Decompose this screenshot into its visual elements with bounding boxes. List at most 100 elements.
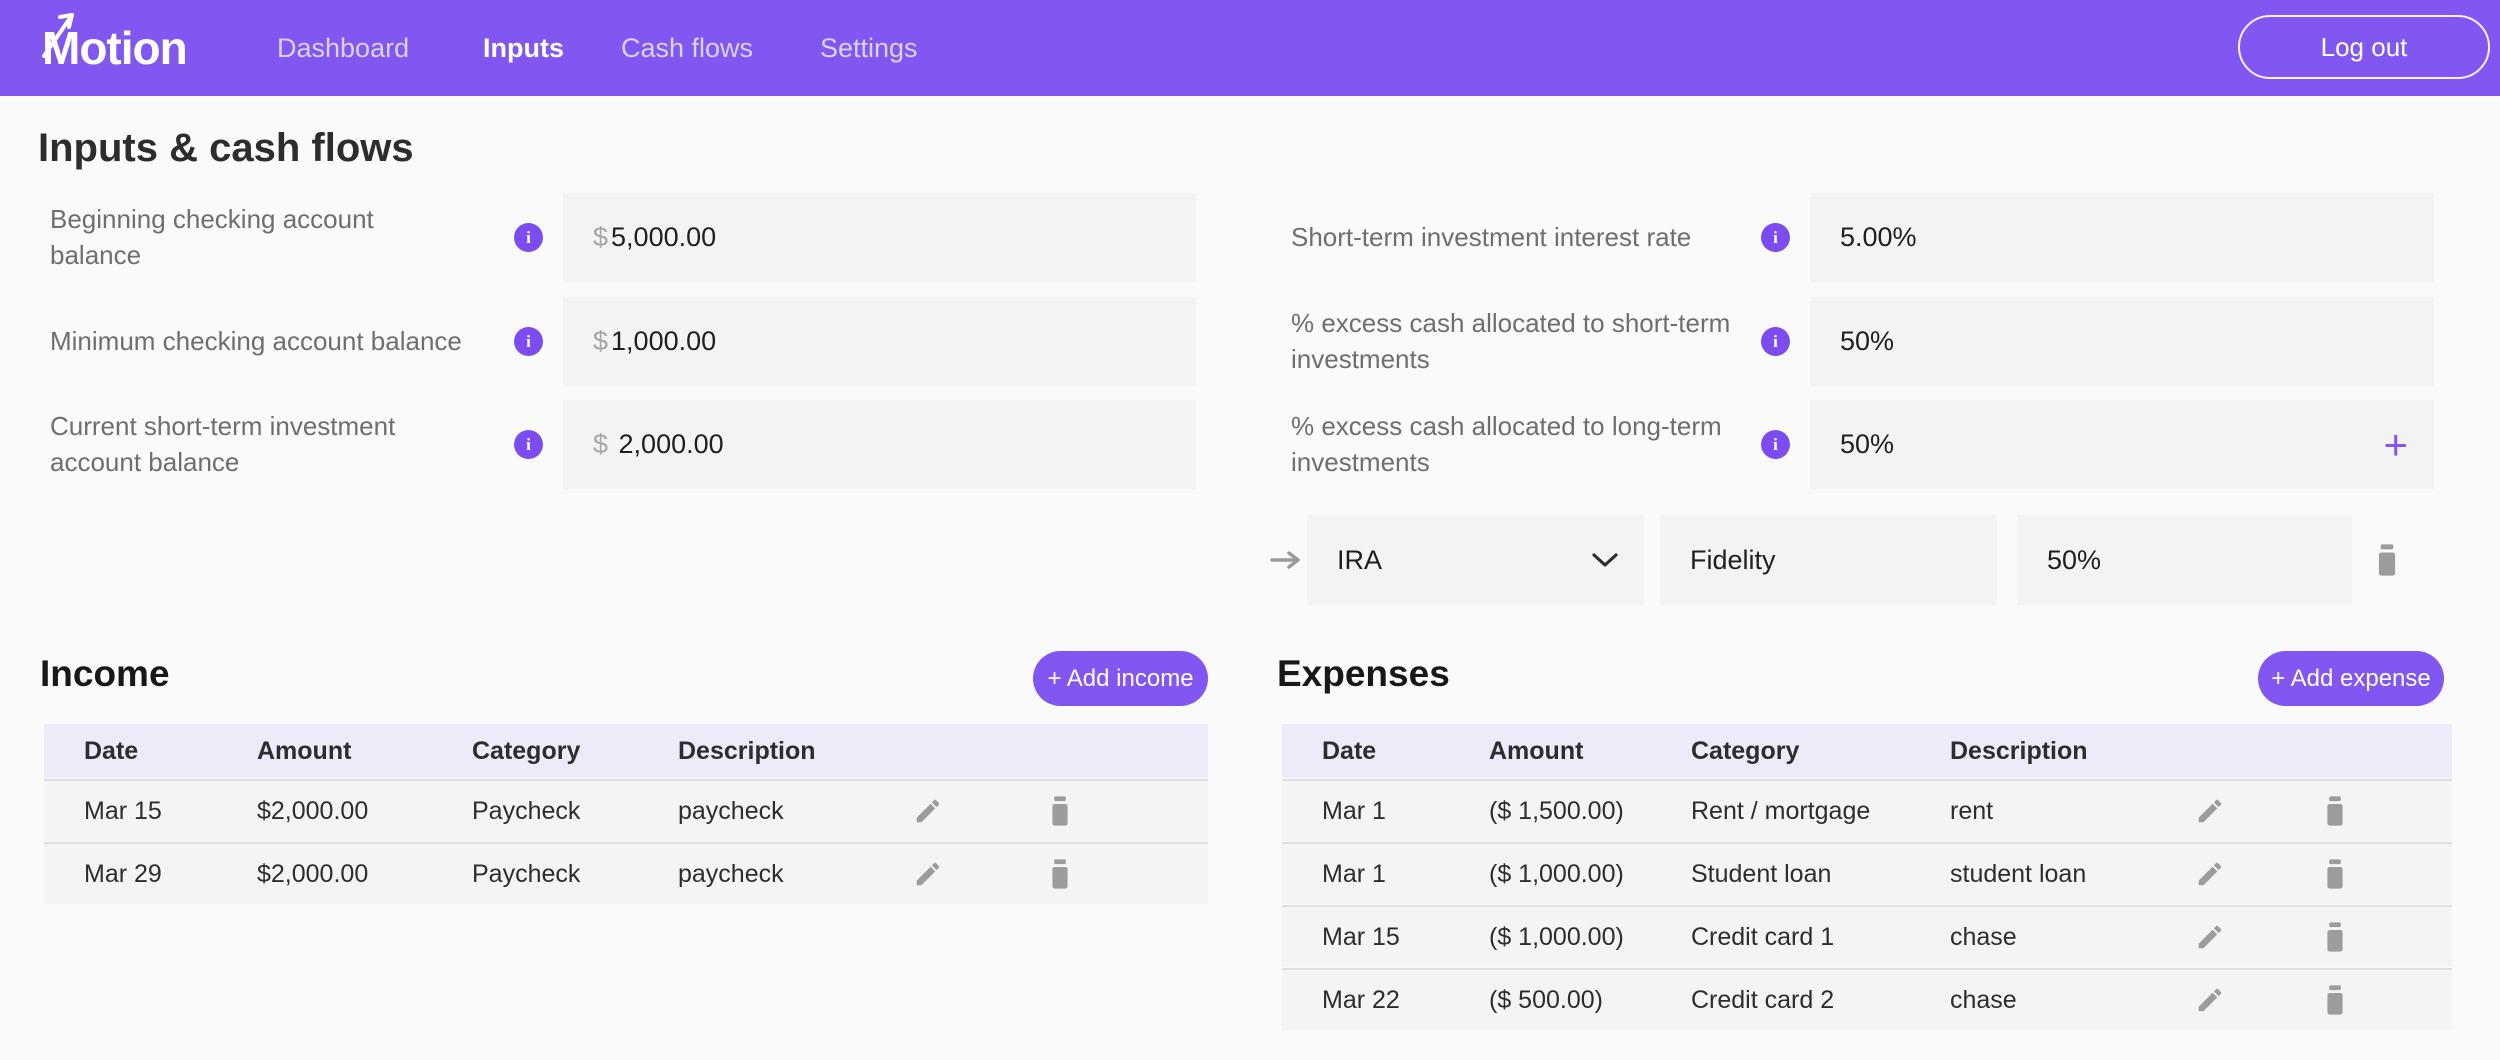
pencil-icon xyxy=(916,799,940,823)
cell-category: Paycheck xyxy=(472,796,581,825)
nav-settings[interactable]: Settings xyxy=(820,33,918,63)
cell-amount: $2,000.00 xyxy=(257,859,369,888)
pencil-icon xyxy=(2198,862,2222,886)
expense-row: Mar 1 ($ 1,500.00) Rent / mortgage rent xyxy=(1282,779,2452,841)
delete-income-button[interactable] xyxy=(988,795,1132,827)
delete-expense-button[interactable] xyxy=(2270,921,2400,953)
add-allocation-button[interactable]: + xyxy=(2383,420,2408,468)
label-short-term-interest-rate: Short-term investment interest rate xyxy=(1291,221,1692,252)
cell-category: Rent / mortgage xyxy=(1691,796,1871,825)
col-amount: Amount xyxy=(257,736,352,765)
excess-long-term-field[interactable]: 50% + xyxy=(1810,400,2434,489)
edit-expense-button[interactable] xyxy=(2150,796,2270,826)
delete-allocation-button[interactable] xyxy=(2372,515,2402,605)
cell-amount: ($ 1,500.00) xyxy=(1489,796,1624,825)
edit-income-button[interactable] xyxy=(868,859,988,889)
nav-inputs[interactable]: Inputs xyxy=(483,33,564,63)
currency-prefix: $ xyxy=(593,429,616,459)
excess-short-term-field[interactable]: 50% xyxy=(1810,297,2434,386)
field-value: 5.00% xyxy=(1840,222,1917,252)
expense-row: Mar 15 ($ 1,000.00) Credit card 1 chase xyxy=(1282,905,2452,967)
add-income-button[interactable]: + Add income xyxy=(1033,651,1208,706)
trash-icon xyxy=(2327,796,2343,826)
field-value: Fidelity xyxy=(1690,544,1776,575)
cell-date: Mar 15 xyxy=(1322,922,1400,951)
info-icon[interactable]: i xyxy=(514,223,543,252)
logo-text: Motion xyxy=(42,22,188,74)
edit-expense-button[interactable] xyxy=(2150,985,2270,1015)
trash-icon xyxy=(2327,922,2343,952)
pencil-icon xyxy=(2198,799,2222,823)
cell-description: chase xyxy=(1950,985,2017,1014)
cell-date: Mar 22 xyxy=(1322,985,1400,1014)
pencil-icon xyxy=(916,862,940,886)
expenses-section-title: Expenses xyxy=(1277,653,1450,694)
col-date: Date xyxy=(1322,736,1377,765)
edit-expense-button[interactable] xyxy=(2150,859,2270,889)
label-beginning-checking-balance: Beginning checking account balance xyxy=(50,204,374,270)
logout-button[interactable]: Log out xyxy=(2238,15,2490,79)
income-table: Date Amount Category Description Mar 15 … xyxy=(44,724,1208,904)
nav-dashboard[interactable]: Dashboard xyxy=(277,33,410,63)
label-excess-short-term: % excess cash allocated to short-term in… xyxy=(1291,308,1731,374)
logo[interactable]: Motion xyxy=(42,0,188,96)
income-table-header: Date Amount Category Description xyxy=(44,724,1208,778)
nav-cash-flows[interactable]: Cash flows xyxy=(621,33,754,63)
trash-icon xyxy=(2378,544,2396,576)
cell-description: chase xyxy=(1950,922,2017,951)
col-description: Description xyxy=(678,736,816,765)
delete-expense-button[interactable] xyxy=(2270,858,2400,890)
field-value: 2,000.00 xyxy=(618,429,724,459)
cell-date: Mar 1 xyxy=(1322,796,1386,825)
trash-icon xyxy=(1052,796,1068,826)
cell-description: student loan xyxy=(1950,859,2087,888)
pencil-icon xyxy=(2198,925,2222,949)
add-expense-button[interactable]: + Add expense xyxy=(2258,651,2444,706)
income-section-title: Income xyxy=(40,653,170,694)
trash-icon xyxy=(2327,859,2343,889)
app-header: Motion Dashboard Inputs Cash flows Setti… xyxy=(0,0,2500,96)
field-value: 50% xyxy=(1840,326,1895,356)
allocation-account-type-select[interactable]: IRA xyxy=(1307,515,1644,605)
info-icon[interactable]: i xyxy=(514,430,543,459)
allocation-percent-field[interactable]: 50% xyxy=(2017,515,2352,605)
col-description: Description xyxy=(1950,736,2088,765)
logo-arrow-icon xyxy=(42,13,74,58)
expenses-table-header: Date Amount Category Description xyxy=(1282,724,2452,778)
delete-expense-button[interactable] xyxy=(2270,795,2400,827)
cell-description: rent xyxy=(1950,796,1994,825)
cell-category: Paycheck xyxy=(472,859,581,888)
cell-category: Credit card 1 xyxy=(1691,922,1835,951)
edit-income-button[interactable] xyxy=(868,796,988,826)
edit-expense-button[interactable] xyxy=(2150,922,2270,952)
field-value: 50% xyxy=(1840,429,1895,459)
info-icon[interactable]: i xyxy=(1761,327,1790,356)
beginning-checking-balance-field[interactable]: $ 5,000.00 xyxy=(563,193,1196,282)
cell-date: Mar 15 xyxy=(84,796,162,825)
col-category: Category xyxy=(1691,736,1800,765)
label-excess-long-term: % excess cash allocated to long-term inv… xyxy=(1291,411,1722,477)
currency-prefix: $ xyxy=(593,222,609,252)
cell-description: paycheck xyxy=(678,859,784,888)
allocation-institution-field[interactable]: Fidelity xyxy=(1660,515,1997,605)
chevron-down-icon xyxy=(1592,553,1618,567)
info-icon[interactable]: i xyxy=(1761,430,1790,459)
expense-row: Mar 1 ($ 1,000.00) Student loan student … xyxy=(1282,842,2452,904)
cell-description: paycheck xyxy=(678,796,784,825)
delete-expense-button[interactable] xyxy=(2270,984,2400,1016)
short-term-interest-rate-field[interactable]: 5.00% xyxy=(1810,193,2434,282)
currency-prefix: $ xyxy=(593,326,609,356)
delete-income-button[interactable] xyxy=(988,858,1132,890)
cell-category: Credit card 2 xyxy=(1691,985,1835,1014)
col-category: Category xyxy=(472,736,581,765)
cell-category: Student loan xyxy=(1691,859,1832,888)
info-icon[interactable]: i xyxy=(1761,223,1790,252)
minimum-checking-balance-field[interactable]: $ 1,000.00 xyxy=(563,297,1196,386)
current-short-term-balance-field[interactable]: $ 2,000.00 xyxy=(563,400,1196,489)
col-amount: Amount xyxy=(1489,736,1584,765)
cell-date: Mar 29 xyxy=(84,859,162,888)
info-icon[interactable]: i xyxy=(514,327,543,356)
field-value: 5,000.00 xyxy=(611,222,717,252)
trash-icon xyxy=(2327,985,2343,1015)
trash-icon xyxy=(1052,859,1068,889)
